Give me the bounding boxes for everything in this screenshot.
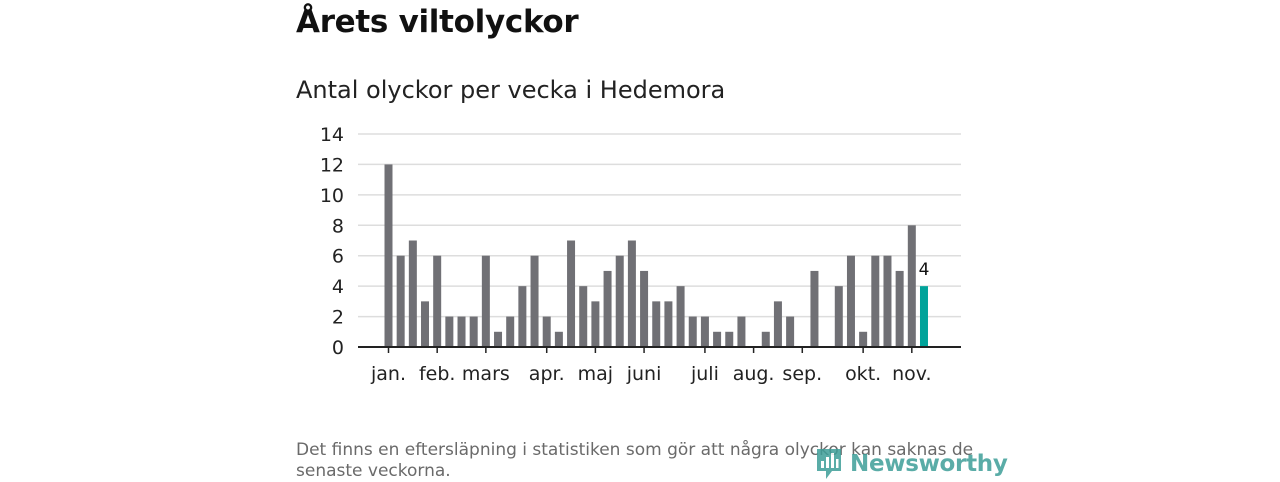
chart-title: Årets viltolyckor: [296, 4, 579, 40]
bar: [408, 240, 417, 347]
bar: [676, 286, 685, 347]
bar: [737, 316, 746, 347]
x-tick-label: aug.: [733, 363, 775, 385]
y-tick-label: 0: [332, 337, 344, 359]
bar: [664, 301, 673, 347]
data-label-latest: 4: [919, 260, 930, 280]
y-tick-label: 14: [320, 124, 344, 146]
bar-chart: 0 2 4 6 8 10 12 14 jan. feb. mars apr. maj juni juli a…: [320, 124, 961, 385]
bar: [773, 301, 782, 347]
bar: [895, 270, 904, 347]
x-tick-label: juli: [690, 363, 719, 385]
brand-name: Newsworthy: [850, 451, 1008, 477]
bar: [713, 331, 722, 347]
bar: [481, 255, 490, 347]
bar: [652, 301, 661, 347]
bar-highlight: [919, 286, 928, 347]
x-tick-label: feb.: [419, 363, 455, 385]
x-tick-label: sep.: [782, 363, 822, 385]
bar: [761, 331, 770, 347]
data-labels: 4: [919, 260, 930, 280]
bar: [457, 316, 466, 347]
bar: [384, 164, 393, 347]
y-tick-label: 12: [320, 154, 344, 176]
x-axis: jan. feb. mars apr. maj juni juli aug. sep. okt. n…: [358, 346, 961, 385]
x-tick-label: apr.: [529, 363, 565, 385]
newsworthy-logo-icon: [817, 449, 841, 479]
gridlines: [358, 133, 961, 318]
x-tick-label: juni: [626, 363, 662, 385]
bar: [640, 270, 649, 347]
bars: [384, 164, 928, 347]
bar: [579, 286, 588, 347]
x-tick-label: nov.: [892, 363, 931, 385]
y-tick-label: 2: [332, 307, 344, 329]
bar: [421, 301, 430, 347]
bar: [859, 331, 868, 347]
bar: [834, 286, 843, 347]
bar: [396, 255, 405, 347]
bar: [542, 316, 551, 347]
bar: [688, 316, 697, 347]
bar: [445, 316, 454, 347]
bar: [871, 255, 880, 347]
y-tick-label: 8: [332, 215, 344, 237]
bar: [433, 255, 442, 347]
x-tick-label: jan.: [370, 363, 406, 385]
bar: [615, 255, 624, 347]
bar: [883, 255, 892, 347]
x-tick-label: okt.: [845, 363, 881, 385]
bar: [494, 331, 503, 347]
x-tick-label: mars: [462, 363, 510, 385]
bar: [591, 301, 600, 347]
bar: [469, 316, 478, 347]
bar: [603, 270, 612, 347]
bar: [567, 240, 576, 347]
chart-subtitle: Antal olyckor per vecka i Hedemora: [296, 76, 726, 104]
bar: [725, 331, 734, 347]
bar: [810, 270, 819, 347]
bar: [627, 240, 636, 347]
bar: [506, 316, 515, 347]
bar: [907, 225, 916, 347]
brand-logo: Newsworthy: [814, 446, 1008, 482]
footnote: Det finns en eftersläpning i statistiken…: [296, 440, 974, 481]
bar: [700, 316, 709, 347]
y-axis-ticks: 0 2 4 6 8 10 12 14: [320, 124, 344, 359]
bar: [554, 331, 563, 347]
y-tick-label: 10: [320, 185, 344, 207]
y-tick-label: 4: [332, 276, 344, 298]
bar: [786, 316, 795, 347]
y-tick-label: 6: [332, 246, 344, 268]
x-tick-label: maj: [578, 363, 613, 385]
bar: [518, 286, 527, 347]
bar: [846, 255, 855, 347]
bar: [530, 255, 539, 347]
